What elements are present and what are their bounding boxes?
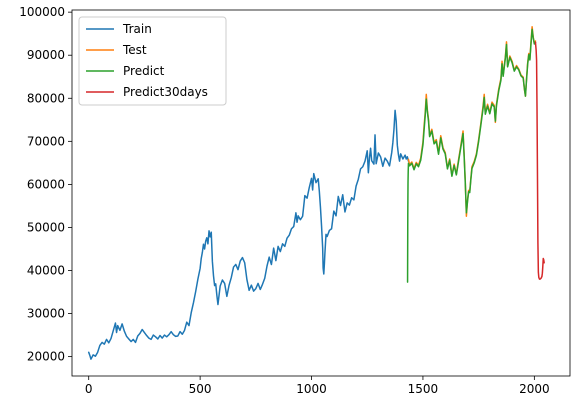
y-tick-label: 30000 [27,307,65,321]
series-line-predict [406,28,537,283]
series-line-train [87,109,410,360]
y-tick-label: 20000 [27,350,65,364]
x-tick-label: 1000 [296,382,327,396]
y-axis: 20000 30000 40000 50000 60000 70000 80000 90000… [19,5,72,364]
x-tick-label: 0 [85,382,93,396]
x-tick-label: 2000 [519,382,550,396]
legend-label-test: Test [122,43,147,57]
y-tick-label: 80000 [27,91,65,105]
series-line-predict30days [534,41,545,280]
legend-label-predict: Predict [123,64,165,78]
plot-lines [87,26,545,360]
y-tick-label: 50000 [27,220,65,234]
x-tick-label: 1500 [408,382,439,396]
x-axis: 0 500 1000 1500 2000 [85,376,550,396]
y-tick-label: 70000 [27,134,65,148]
x-tick-label: 500 [189,382,212,396]
legend-label-train: Train [122,22,152,36]
legend-label-predict30days: Predict30days [123,85,208,99]
legend: Train Test Predict Predict30days [78,16,227,106]
y-tick-label: 90000 [27,48,65,62]
legend-box [78,16,227,106]
y-tick-label: 100000 [19,5,65,19]
y-tick-label: 40000 [27,264,65,278]
y-tick-label: 60000 [27,177,65,191]
axes-frame [71,9,571,377]
